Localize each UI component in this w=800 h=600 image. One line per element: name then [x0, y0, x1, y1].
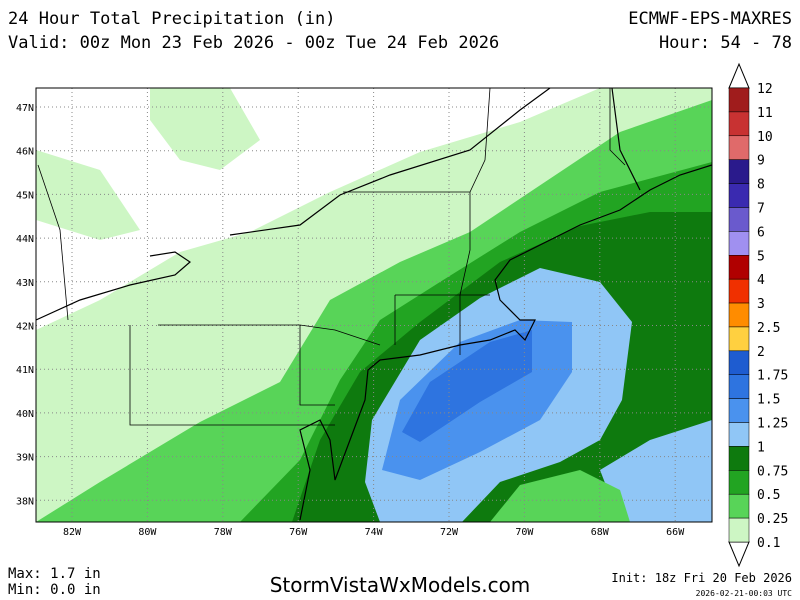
colorbar-swatch: [728, 111, 750, 137]
axis-labels: 47N 46N 45N 44N 43N 42N 41N 40N 39N 38N 82W 80W 78W 7…: [16, 103, 685, 538]
colorbar-label: 2: [757, 345, 765, 360]
lat-label: 38N: [16, 496, 34, 507]
lat-label: 40N: [16, 409, 34, 420]
colorbar-swatch: [728, 87, 750, 113]
model-name: ECMWF-EPS-MAXRES: [628, 9, 792, 29]
colorbar-label: 9: [757, 154, 765, 169]
lon-label: 82W: [63, 527, 82, 538]
colorbar-label: 5: [757, 249, 765, 264]
colorbar-label: 7: [757, 201, 765, 216]
graticule: [36, 88, 712, 522]
lat-label: 46N: [16, 147, 34, 158]
lon-label: 74W: [365, 527, 384, 538]
valid-time: Valid: 00z Mon 23 Feb 2026 - 00z Tue 24 …: [8, 33, 499, 53]
colorbar-label: 4: [757, 273, 765, 288]
lon-label: 66W: [666, 527, 685, 538]
colorbar-swatch: [728, 398, 750, 423]
max-value: Max: 1.7 in: [8, 566, 101, 582]
colorbar-label: 0.25: [757, 512, 788, 527]
init-time: Init: 18z Fri 20 Feb 2026: [611, 571, 792, 585]
lat-label: 43N: [16, 278, 34, 289]
colorbar-swatch: [728, 135, 750, 160]
colorbar-swatch: [728, 326, 750, 352]
colorbar-label: 11: [757, 106, 773, 121]
colorbar: 12 11 10 9 8 7 6 5 4 3 2.5 2 1.75 1.5 1.25 1 0.75 0.5 0.25…: [728, 62, 788, 568]
colorbar-swatch: [728, 302, 750, 328]
colorbar-swatch: [728, 159, 750, 184]
lon-label: 70W: [515, 527, 534, 538]
colorbar-label: 0.1: [757, 536, 780, 551]
lon-label: 76W: [289, 527, 308, 538]
lon-label: 80W: [138, 527, 157, 538]
colorbar-swatch: [728, 183, 750, 208]
colorbar-label: 0.5: [757, 488, 780, 503]
lon-label: 78W: [214, 527, 233, 538]
map-frame: [35, 87, 713, 523]
colorbar-swatch: [728, 374, 750, 399]
lat-label: 39N: [16, 453, 34, 464]
colorbar-swatch: [728, 493, 750, 519]
colorbar-label: 1.75: [757, 369, 788, 384]
lat-label: 44N: [16, 234, 34, 245]
lat-label: 45N: [16, 190, 34, 201]
colorbar-swatch: [728, 517, 750, 543]
coastline: [36, 88, 712, 521]
colorbar-label: 1.5: [757, 393, 780, 408]
colorbar-label: 1: [757, 440, 765, 455]
colorbar-label: 12: [757, 82, 773, 97]
colorbar-swatch: [728, 207, 750, 232]
colorbar-swatch: [728, 350, 750, 375]
colorbar-swatch: [728, 255, 750, 280]
site-name: StormVistaWxModels.com: [270, 573, 531, 597]
lat-label: 42N: [16, 322, 34, 333]
colorbar-label: 0.75: [757, 464, 788, 479]
timestamp: 2026-02-21-00:03 UTC: [696, 589, 793, 598]
colorbar-swatch: [728, 278, 750, 304]
colorbar-swatch: [728, 446, 750, 471]
precip-area: [490, 470, 630, 522]
forecast-hour: Hour: 54 - 78: [659, 33, 792, 53]
colorbar-label: 1.25: [757, 417, 788, 432]
colorbar-swatch: [728, 231, 750, 256]
precip-area: [402, 330, 532, 442]
lat-label: 41N: [16, 365, 34, 376]
lat-label: 47N: [16, 103, 34, 114]
colorbar-swatch: [728, 470, 750, 495]
colorbar-label: 8: [757, 178, 765, 193]
title: 24 Hour Total Precipitation (in): [8, 9, 336, 29]
lon-label: 68W: [591, 527, 610, 538]
map: 47N 46N 45N 44N 43N 42N 41N 40N 39N 38N 82W 80W 78W 7…: [16, 87, 713, 538]
colorbar-label: 6: [757, 225, 765, 240]
state-border: [37, 88, 626, 426]
min-value: Min: 0.0 in: [8, 582, 101, 598]
colorbar-label: 2.5: [757, 321, 780, 336]
colorbar-swatch: [728, 422, 750, 447]
lon-label: 72W: [440, 527, 459, 538]
colorbar-label: 10: [757, 130, 773, 145]
colorbar-label: 3: [757, 297, 765, 312]
